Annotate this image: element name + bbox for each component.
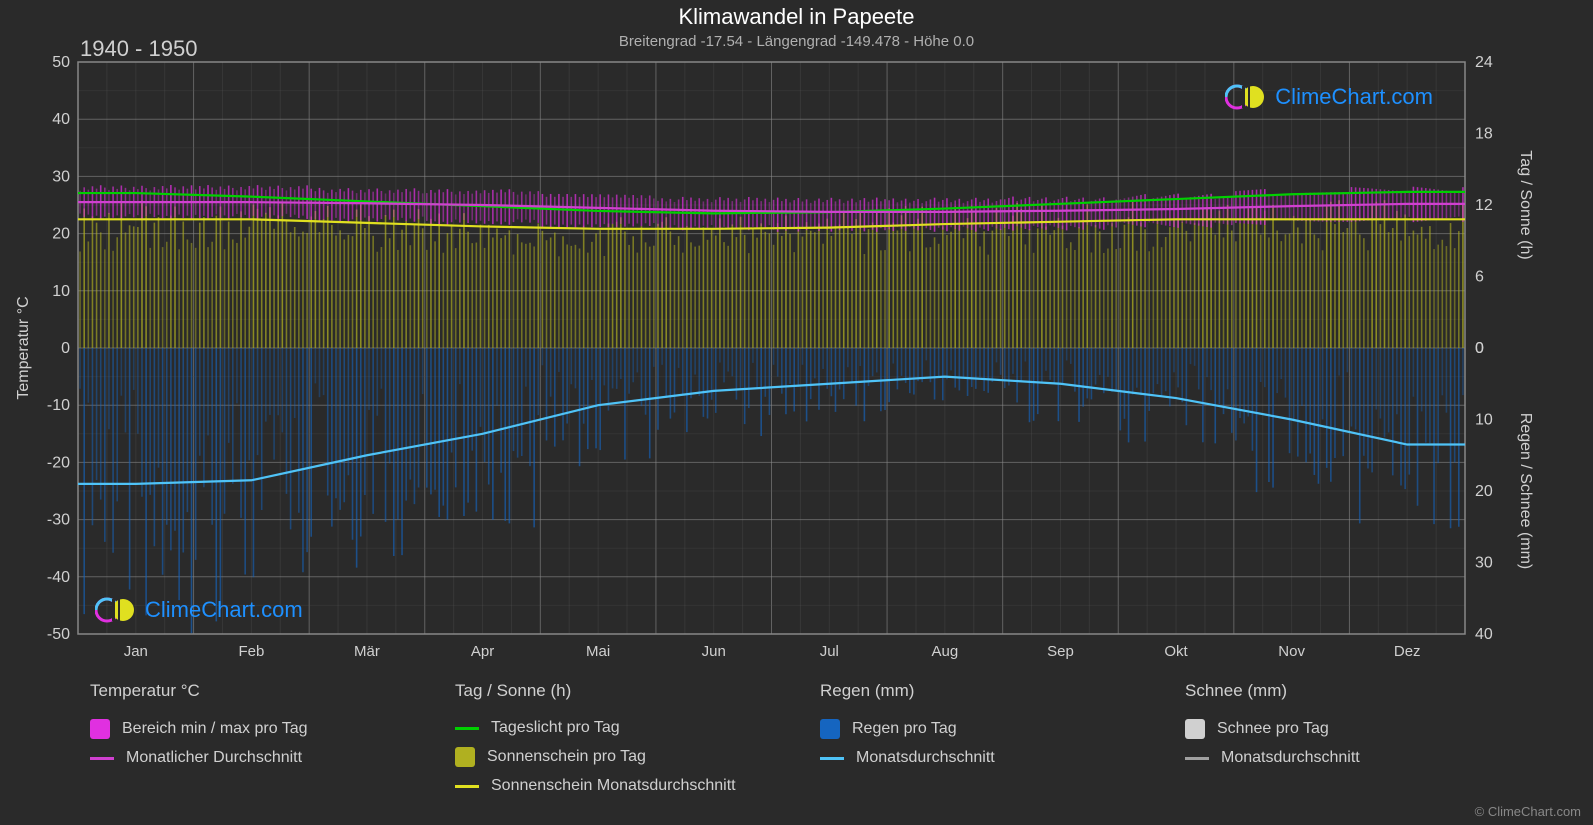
svg-text:30: 30 xyxy=(52,168,70,185)
legend-col-snow: Schnee (mm) Schnee pro Tag Monatsdurchsch… xyxy=(1185,681,1510,805)
legend-item: Monatsdurchschnitt xyxy=(1185,749,1510,767)
legend-header: Temperatur °C xyxy=(90,681,415,701)
legend-item: Monatsdurchschnitt xyxy=(820,749,1145,767)
legend-swatch xyxy=(1185,757,1209,760)
legend-col-daysun: Tag / Sonne (h) Tageslicht pro Tag Sonnen… xyxy=(455,681,780,805)
legend-label: Bereich min / max pro Tag xyxy=(122,720,308,738)
svg-text:-50: -50 xyxy=(47,626,70,643)
legend-col-temperature: Temperatur °C Bereich min / max pro Tag M… xyxy=(90,681,415,805)
svg-text:1940 - 1950: 1940 - 1950 xyxy=(80,36,197,61)
svg-text:Regen / Schnee (mm): Regen / Schnee (mm) xyxy=(1517,413,1534,570)
svg-text:Breitengrad -17.54 - Längengra: Breitengrad -17.54 - Längengrad -149.478… xyxy=(619,33,974,50)
legend-label: Sonnenschein Monatsdurchschnitt xyxy=(491,777,736,795)
legend-item: Bereich min / max pro Tag xyxy=(90,719,415,739)
svg-text:Okt: Okt xyxy=(1164,643,1188,660)
svg-text:Jun: Jun xyxy=(702,643,726,660)
svg-text:-30: -30 xyxy=(47,512,70,529)
legend-swatch xyxy=(820,719,840,739)
logo-icon xyxy=(95,595,137,625)
svg-text:24: 24 xyxy=(1475,54,1493,71)
legend-item: Sonnenschein Monatsdurchschnitt xyxy=(455,777,780,795)
svg-text:Mär: Mär xyxy=(354,643,380,660)
svg-text:Nov: Nov xyxy=(1278,643,1305,660)
svg-text:Dez: Dez xyxy=(1394,643,1421,660)
legend-swatch xyxy=(455,747,475,767)
svg-text:Temperatur °C: Temperatur °C xyxy=(15,296,32,399)
svg-text:Klimawandel in Papeete: Klimawandel in Papeete xyxy=(678,4,914,29)
legend-item: Tageslicht pro Tag xyxy=(455,719,780,737)
svg-text:-10: -10 xyxy=(47,397,70,414)
svg-text:20: 20 xyxy=(52,226,70,243)
watermark-top: ClimeChart.com xyxy=(1225,82,1433,112)
watermark-text: ClimeChart.com xyxy=(145,597,303,623)
svg-text:0: 0 xyxy=(61,340,70,357)
svg-text:Apr: Apr xyxy=(471,643,494,660)
svg-text:40: 40 xyxy=(52,111,70,128)
svg-text:30: 30 xyxy=(1475,555,1493,572)
svg-text:10: 10 xyxy=(1475,412,1493,429)
legend-item: Sonnenschein pro Tag xyxy=(455,747,780,767)
legend-header: Schnee (mm) xyxy=(1185,681,1510,701)
svg-text:6: 6 xyxy=(1475,269,1484,286)
legend-item: Schnee pro Tag xyxy=(1185,719,1510,739)
legend-item: Regen pro Tag xyxy=(820,719,1145,739)
legend-swatch xyxy=(90,757,114,760)
watermark-bottom: ClimeChart.com xyxy=(95,595,303,625)
legend-swatch xyxy=(455,727,479,730)
legend-item: Monatlicher Durchschnitt xyxy=(90,749,415,767)
svg-text:10: 10 xyxy=(52,283,70,300)
svg-text:Mai: Mai xyxy=(586,643,610,660)
svg-text:50: 50 xyxy=(52,54,70,71)
svg-text:18: 18 xyxy=(1475,126,1493,143)
legend-label: Schnee pro Tag xyxy=(1217,720,1329,738)
legend-col-rain: Regen (mm) Regen pro Tag Monatsdurchschni… xyxy=(820,681,1145,805)
svg-text:0: 0 xyxy=(1475,340,1484,357)
legend-label: Sonnenschein pro Tag xyxy=(487,748,646,766)
svg-text:-40: -40 xyxy=(47,569,70,586)
svg-text:Jan: Jan xyxy=(124,643,148,660)
legend-swatch xyxy=(90,719,110,739)
copyright: © ClimeChart.com xyxy=(1475,804,1581,819)
legend-header: Regen (mm) xyxy=(820,681,1145,701)
legend-label: Monatsdurchschnitt xyxy=(856,749,995,767)
legend: Temperatur °C Bereich min / max pro Tag M… xyxy=(90,681,1510,805)
legend-swatch xyxy=(455,785,479,788)
legend-label: Monatlicher Durchschnitt xyxy=(126,749,302,767)
svg-text:Jul: Jul xyxy=(820,643,839,660)
svg-text:40: 40 xyxy=(1475,626,1493,643)
svg-text:Feb: Feb xyxy=(238,643,264,660)
legend-header: Tag / Sonne (h) xyxy=(455,681,780,701)
svg-text:-20: -20 xyxy=(47,454,70,471)
svg-text:12: 12 xyxy=(1475,197,1493,214)
legend-label: Monatsdurchschnitt xyxy=(1221,749,1360,767)
legend-swatch xyxy=(820,757,844,760)
svg-text:Tag / Sonne (h): Tag / Sonne (h) xyxy=(1517,150,1534,259)
legend-swatch xyxy=(1185,719,1205,739)
svg-text:Sep: Sep xyxy=(1047,643,1074,660)
logo-icon xyxy=(1225,82,1267,112)
svg-text:20: 20 xyxy=(1475,483,1493,500)
svg-text:Aug: Aug xyxy=(932,643,959,660)
watermark-text: ClimeChart.com xyxy=(1275,84,1433,110)
legend-label: Tageslicht pro Tag xyxy=(491,719,620,737)
legend-label: Regen pro Tag xyxy=(852,720,957,738)
